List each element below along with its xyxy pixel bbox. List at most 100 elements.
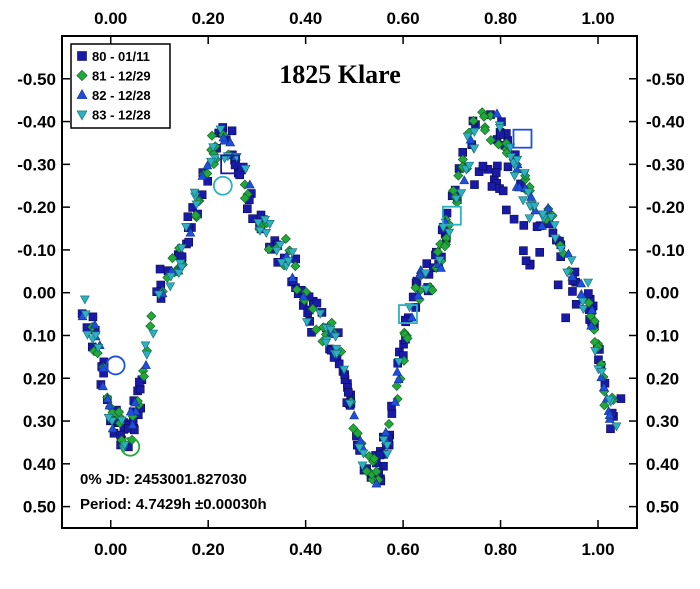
- y-tick-label-right: -0.30: [646, 155, 685, 174]
- data-point-triangle-down: [464, 161, 475, 171]
- data-point-triangle-down: [382, 441, 393, 451]
- data-point-triangle-down: [590, 347, 601, 357]
- data-point-triangle-down: [469, 144, 480, 154]
- data-point-triangle-up: [415, 269, 425, 279]
- data-point-square: [606, 424, 615, 434]
- x-tick-label-top: 0.80: [484, 9, 517, 28]
- data-point-square: [584, 289, 593, 298]
- data-point-square: [503, 162, 513, 172]
- data-point-triangle-down: [275, 241, 286, 251]
- data-point-diamond: [485, 110, 496, 121]
- x-tick-label-top: 0.60: [387, 9, 420, 28]
- data-point-square: [568, 287, 577, 296]
- y-tick-label-right: 0.20: [646, 369, 679, 388]
- data-point-triangle-down: [562, 268, 573, 278]
- data-point-triangle-down: [166, 272, 176, 282]
- data-point-diamond: [290, 261, 301, 272]
- data-point-square: [343, 387, 353, 397]
- legend-marker-diamond: [76, 69, 88, 82]
- y-tick-label-right: 0.40: [646, 455, 679, 474]
- data-point-triangle-up: [543, 202, 553, 212]
- data-point-triangle-up: [576, 278, 587, 288]
- data-point-triangle-down: [420, 269, 431, 279]
- data-point-diamond: [427, 285, 438, 296]
- data-point-triangle-down: [505, 143, 516, 153]
- data-point-diamond: [352, 428, 363, 439]
- legend: 80 - 01/11 81 - 12/29 82 - 12/28 83 - 12/28: [70, 43, 171, 129]
- y-tick-label-right: -0.20: [646, 198, 685, 217]
- data-point-triangle-down: [529, 202, 540, 212]
- data-point-diamond: [239, 193, 250, 204]
- data-point-triangle-up: [104, 400, 115, 410]
- y-tick-label-left: 0.30: [23, 412, 56, 431]
- x-tick-label-top: 0.40: [289, 9, 322, 28]
- data-point-triangle-up: [492, 108, 502, 118]
- data-point-triangle-down: [566, 256, 577, 266]
- data-point-square: [248, 214, 257, 224]
- data-point-triangle-up: [125, 406, 136, 416]
- data-point-square: [387, 401, 396, 411]
- data-point-diamond: [468, 115, 479, 126]
- data-point-square: [177, 252, 187, 262]
- data-point-square: [478, 161, 488, 171]
- data-point-triangle-up: [102, 393, 113, 403]
- highlight-box: [441, 205, 462, 226]
- data-point-triangle-up: [392, 366, 403, 376]
- y-tick-label-left: -0.40: [17, 113, 56, 132]
- epoch-annotation: 0% JD: 2453001.827030: [80, 471, 247, 488]
- data-point-triangle-down: [206, 157, 216, 167]
- data-point-diamond: [307, 303, 318, 314]
- data-point-triangle-down: [103, 413, 114, 423]
- legend-label: 80 - 01/11: [92, 49, 150, 64]
- data-point-square: [387, 409, 397, 418]
- data-point-diamond: [410, 282, 421, 293]
- data-point-triangle-down: [80, 310, 91, 320]
- data-point-triangle-down: [345, 399, 355, 409]
- data-point-square: [227, 126, 237, 136]
- data-point-triangle-down: [456, 189, 467, 199]
- data-point-triangle-down: [519, 169, 530, 179]
- data-point-triangle-down: [264, 220, 275, 229]
- data-point-triangle-down: [523, 188, 534, 198]
- data-point-square: [470, 180, 479, 189]
- data-point-triangle-down: [354, 443, 365, 453]
- data-point-triangle-down: [173, 269, 184, 279]
- data-point-triangle-down: [596, 368, 607, 377]
- y-tick-label-left: 0.20: [23, 369, 56, 388]
- data-point-triangle-down: [153, 290, 164, 300]
- legend-box: [70, 43, 171, 129]
- chart-title: 1825 Klare: [279, 60, 401, 89]
- data-point-diamond: [478, 111, 490, 122]
- data-point-triangle-down: [421, 285, 432, 295]
- data-point-square: [502, 205, 511, 215]
- data-point-diamond: [361, 466, 372, 477]
- data-point-triangle-up: [413, 290, 424, 300]
- x-tick-label-top: 1.00: [581, 9, 614, 28]
- data-point-triangle-up: [596, 372, 607, 382]
- data-point-square: [401, 317, 411, 327]
- y-tick-label-left: -0.50: [17, 70, 56, 89]
- data-point-square: [521, 256, 531, 266]
- data-point-triangle-down: [215, 125, 226, 135]
- data-point-triangle-up: [141, 360, 151, 369]
- data-point-square: [184, 237, 194, 247]
- data-point-triangle-down: [287, 248, 298, 258]
- data-point-square: [571, 299, 581, 309]
- data-point-triangle-up: [587, 304, 597, 314]
- data-point-triangle-down: [148, 329, 159, 339]
- data-point-diamond: [485, 135, 496, 146]
- data-point-triangle-down: [524, 214, 535, 224]
- legend-marker-triangle-down: [76, 110, 88, 121]
- data-point-square: [519, 221, 529, 230]
- data-point-triangle-down: [255, 226, 265, 236]
- data-point-triangle-down: [550, 234, 561, 244]
- data-point-diamond: [291, 284, 302, 295]
- y-tick-label-left: -0.20: [17, 198, 56, 217]
- data-point-triangle-down: [462, 132, 473, 142]
- data-point-triangle-up: [225, 137, 236, 147]
- data-point-triangle-down: [509, 172, 520, 181]
- y-tick-label-right: 0.00: [646, 284, 679, 303]
- data-point-triangle-down: [140, 341, 151, 351]
- data-point-square: [561, 313, 570, 323]
